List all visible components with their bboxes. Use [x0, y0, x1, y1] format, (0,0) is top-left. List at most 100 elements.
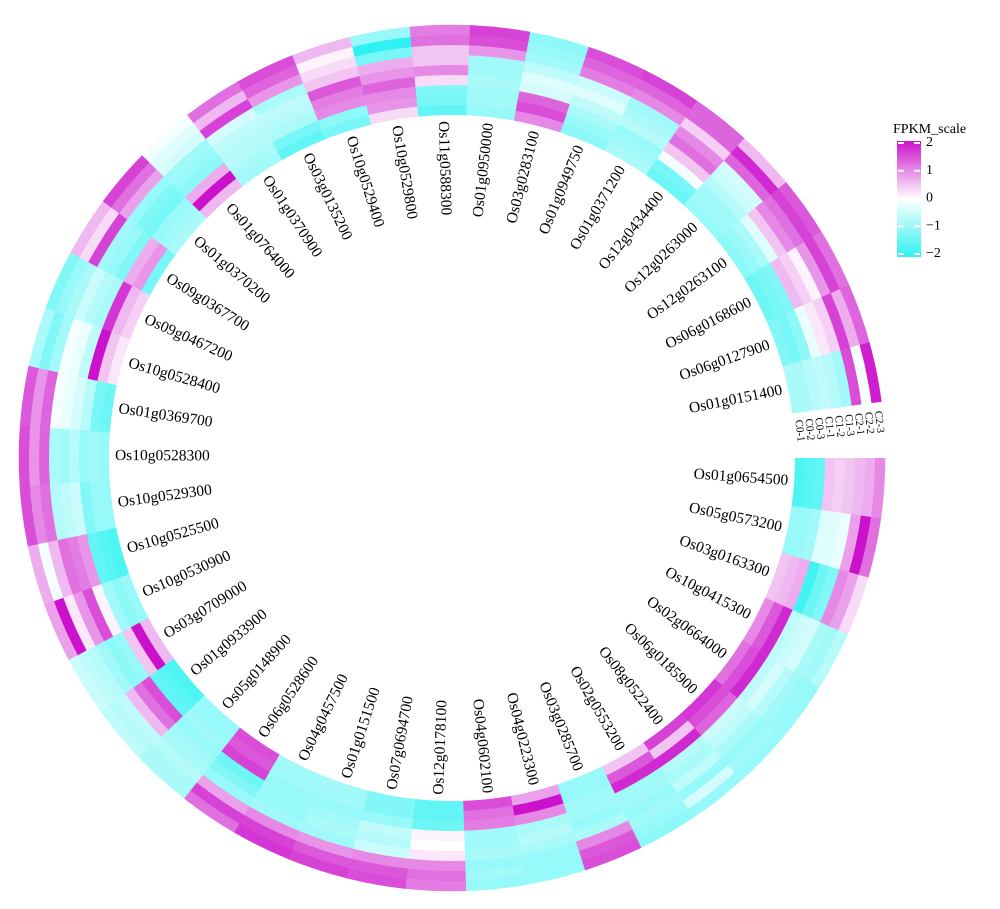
- heatmap-cell: [522, 851, 583, 876]
- heatmap-cell: [742, 597, 775, 646]
- heatmap-cell: [227, 735, 275, 773]
- heatmap-cell: [662, 141, 711, 183]
- gene-label: Os01g0151400: [688, 381, 784, 417]
- heatmap-cell: [303, 65, 360, 93]
- heatmap-cell: [217, 124, 268, 163]
- heatmap-cell: [89, 480, 107, 533]
- heatmap-cell: [665, 742, 715, 785]
- heatmap-cell: [739, 213, 779, 264]
- heatmap-cell: [277, 129, 326, 160]
- heatmap-cell: [794, 305, 822, 359]
- gene-label: Os01g0369700: [117, 400, 213, 430]
- heatmap-cell: [829, 571, 859, 631]
- legend-tick-label: −2: [926, 246, 941, 261]
- heatmap-cell: [747, 207, 788, 258]
- heatmap-cell: [610, 759, 661, 794]
- heatmap-cell: [774, 555, 802, 607]
- heatmap-cell: [95, 640, 134, 694]
- heatmap-cell: [417, 104, 468, 117]
- heatmap-cell: [701, 698, 746, 744]
- heatmap-cell: [674, 125, 725, 169]
- heatmap-cell: [366, 96, 418, 115]
- heatmap-cell: [513, 110, 564, 133]
- heatmap-cell: [801, 626, 839, 683]
- heatmap-cell: [851, 458, 866, 516]
- heatmap-cell: [146, 743, 197, 791]
- heatmap-cell: [791, 458, 806, 508]
- heatmap-cell: [563, 784, 616, 814]
- heatmap-cell: [680, 678, 723, 722]
- heatmap-cell: [614, 767, 666, 803]
- heatmap-cell: [110, 577, 140, 628]
- heatmap-cell: [778, 182, 822, 238]
- heatmap-cell: [510, 784, 561, 807]
- heatmap-cell: [175, 715, 222, 760]
- heatmap-cell: [211, 116, 263, 155]
- heatmap-cell: [604, 141, 653, 176]
- heatmap-cell: [269, 763, 319, 795]
- heatmap-cell: [259, 780, 312, 813]
- heatmap-cell: [314, 95, 367, 121]
- heatmap-cell: [190, 782, 245, 824]
- heatmap-cell: [463, 805, 515, 822]
- heatmap-cell: [72, 590, 105, 646]
- heatmap-cell: [724, 226, 762, 274]
- heatmap-cell: [838, 574, 869, 635]
- heatmap-cell: [177, 154, 225, 198]
- gene-label: Os10g0528300: [115, 447, 210, 464]
- heatmap-cell: [651, 158, 698, 198]
- heatmap-cell: [786, 247, 822, 302]
- legend-tick-label: 2: [926, 135, 933, 150]
- heatmap-cell: [406, 868, 466, 882]
- heatmap-cell: [156, 130, 206, 177]
- heatmap-cell: [703, 175, 748, 221]
- heatmap-cell: [775, 313, 803, 364]
- heatmap-cell: [717, 160, 764, 209]
- heatmap-cell: [349, 26, 411, 47]
- heatmap-cell: [237, 55, 297, 91]
- heatmap-cell: [721, 717, 769, 766]
- heatmap-cell: [467, 85, 520, 102]
- heatmap-cell: [167, 722, 216, 768]
- heatmap-cell: [359, 66, 415, 86]
- heatmap-cell: [119, 573, 149, 623]
- heatmap-cell: [111, 285, 142, 336]
- heatmap-cell: [687, 685, 731, 729]
- gene-label: Os05g0573200: [687, 499, 783, 535]
- heatmap-cell: [196, 774, 250, 816]
- gene-label: Os01g0151500: [338, 685, 384, 781]
- heatmap-cell: [524, 860, 586, 885]
- heatmap-cell: [566, 103, 619, 134]
- heatmap-cell: [140, 675, 183, 724]
- heatmap-cell: [101, 280, 133, 333]
- heatmap-cell: [737, 655, 777, 705]
- heatmap-cell: [220, 743, 270, 781]
- heatmap-cell: [187, 81, 244, 124]
- gene-label: Os10g0529800: [388, 124, 421, 220]
- heatmap-cell: [761, 262, 795, 314]
- heatmap-cell: [803, 301, 832, 356]
- heatmap-cell: [79, 378, 98, 432]
- heatmap-cell: [274, 754, 323, 786]
- heatmap-cell: [734, 730, 784, 781]
- heatmap-cell: [67, 321, 93, 377]
- heatmap-cell: [671, 750, 722, 793]
- gene-label: Os03g0283100: [503, 129, 543, 225]
- heatmap-cell: [528, 31, 590, 57]
- heatmap-cell: [27, 543, 54, 605]
- heatmap-cell: [64, 261, 98, 319]
- heatmap-cell: [601, 742, 650, 776]
- heatmap-cell: [18, 425, 31, 487]
- sample-label: C2-3: [872, 410, 886, 434]
- heatmap-cell: [631, 87, 686, 126]
- heatmap-cell: [345, 868, 407, 889]
- heatmap-cell: [199, 98, 253, 140]
- heatmap-cell: [782, 363, 803, 414]
- heatmap-cell: [413, 64, 469, 77]
- heatmap-cell: [307, 803, 361, 830]
- heatmap-cell: [643, 713, 689, 752]
- heatmap-cell: [68, 429, 81, 484]
- heatmap-cell: [572, 84, 628, 116]
- heatmap-cell: [778, 252, 813, 306]
- heatmap-cell: [751, 601, 784, 652]
